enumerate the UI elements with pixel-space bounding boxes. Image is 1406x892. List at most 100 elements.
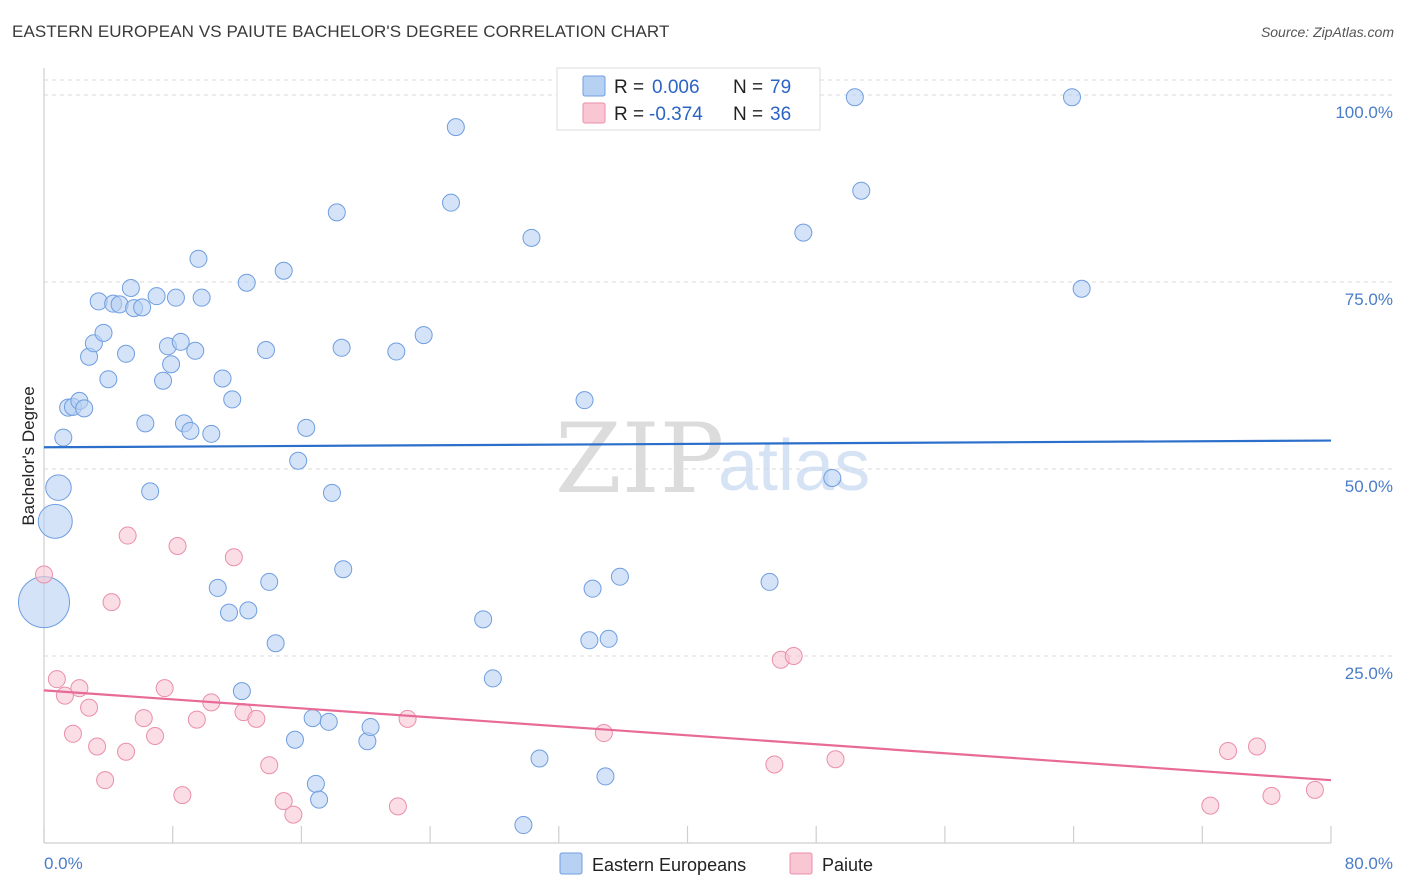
paiute-point: [63, 724, 82, 743]
eastern-europeans-point: [232, 682, 251, 701]
eastern-europeans-point: [332, 338, 351, 357]
paiute-point: [224, 548, 243, 567]
eastern-europeans-point: [446, 118, 465, 137]
eastern-europeans-point: [237, 273, 256, 292]
bottom-legend-swatch-eastern-europeans: [559, 852, 583, 875]
eastern-europeans-point: [303, 709, 322, 728]
eastern-europeans-point: [306, 774, 325, 793]
eastern-europeans-point: [37, 503, 73, 539]
x-tick-label-max: 80.0%: [1345, 854, 1393, 873]
legend-r-label: R =: [614, 77, 644, 98]
paiute-point: [247, 709, 266, 728]
y-axis-label: Bachelor's Degree: [19, 386, 38, 525]
eastern-europeans-point: [583, 579, 602, 598]
y-tick-label: 50.0%: [1345, 477, 1393, 496]
paiute-point: [1219, 741, 1238, 760]
trend-lines: [43, 439, 1332, 782]
paiute-point: [1201, 796, 1220, 815]
y-tick-labels: 25.0% 50.0% 75.0% 100.0%: [1335, 103, 1393, 683]
eastern-europeans-point: [133, 298, 152, 317]
paiute-point: [88, 737, 107, 756]
eastern-europeans-point: [794, 223, 813, 242]
eastern-europeans-point: [474, 610, 493, 629]
bottom-legend-label-eastern-europeans: Eastern Europeans: [592, 855, 746, 875]
eastern-europeans-point: [147, 287, 166, 306]
eastern-europeans-point: [285, 730, 304, 749]
paiute-point: [117, 742, 136, 761]
chart-title: EASTERN EUROPEAN VS PAIUTE BACHELOR'S DE…: [12, 22, 670, 41]
paiute-point: [118, 526, 137, 545]
bottom-legend-label-paiute: Paiute: [822, 855, 873, 875]
series-paiute: [35, 526, 1324, 824]
paiute-point: [274, 792, 293, 811]
eastern-europeans-point: [310, 790, 329, 809]
eastern-europeans-point: [387, 342, 406, 361]
eastern-europeans-point: [297, 418, 316, 437]
eastern-europeans-point: [186, 341, 205, 360]
eastern-europeans-point: [1062, 88, 1081, 107]
paiute-point: [47, 670, 66, 689]
legend-r-label: R =: [614, 104, 644, 125]
eastern-europeans-point: [121, 278, 140, 297]
eastern-europeans-point: [852, 181, 871, 200]
paiute-point: [187, 710, 206, 729]
paiute-trend-line: [43, 689, 1332, 782]
eastern-europeans-point: [823, 468, 842, 487]
eastern-europeans-point: [166, 288, 185, 307]
eastern-europeans-point: [414, 326, 433, 345]
eastern-europeans-point: [220, 603, 239, 622]
paiute-point: [1262, 786, 1281, 805]
eastern-europeans-point: [334, 560, 353, 579]
eastern-europeans-point: [257, 341, 276, 360]
paiute-point: [155, 679, 174, 698]
legend-r-value: -0.374: [649, 104, 703, 125]
eastern-europeans-trend-line: [43, 439, 1332, 449]
eastern-europeans-point: [136, 414, 155, 433]
eastern-europeans-point: [154, 371, 173, 390]
watermark-atlas: atlas: [718, 426, 870, 506]
eastern-europeans-point: [760, 572, 779, 591]
legend-n-label: N =: [733, 104, 763, 125]
paiute-point: [784, 646, 803, 665]
x-ticks: [43, 826, 1332, 843]
eastern-europeans-point: [202, 424, 221, 443]
eastern-europeans-point: [483, 669, 502, 688]
eastern-europeans-point: [171, 332, 190, 351]
legend-n-value: 79: [770, 77, 791, 98]
eastern-europeans-point: [239, 601, 258, 620]
paiute-point: [1305, 780, 1324, 799]
paiute-point: [102, 593, 121, 612]
paiute-point: [388, 797, 407, 816]
paiute-point: [826, 750, 845, 769]
paiute-point: [80, 698, 99, 717]
paiute-point: [96, 771, 115, 790]
eastern-europeans-point: [266, 634, 285, 653]
legend-r-value: 0.006: [652, 77, 700, 98]
paiute-point: [284, 805, 303, 824]
y-tick-label: 75.0%: [1345, 290, 1393, 309]
x-tick-label-min: 0.0%: [44, 854, 83, 873]
paiute-point: [146, 727, 165, 746]
eastern-europeans-point: [274, 261, 293, 280]
legend: R = 0.006 N = 79 R = -0.374 N = 36: [556, 67, 821, 131]
paiute-point: [398, 709, 417, 728]
eastern-europeans-point: [99, 370, 118, 389]
watermark-zip: ZIP: [555, 403, 724, 515]
paiute-point: [594, 724, 613, 743]
series-eastern-europeans: [18, 88, 1091, 835]
paiute-point: [260, 756, 279, 775]
eastern-europeans-point: [189, 249, 208, 268]
paiute-point: [134, 709, 153, 728]
eastern-europeans-point: [1072, 279, 1091, 298]
eastern-europeans-point: [54, 428, 73, 447]
eastern-europeans-point: [18, 576, 70, 629]
paiute-point: [35, 565, 53, 584]
eastern-europeans-point: [514, 816, 533, 835]
y-tick-label: 100.0%: [1335, 103, 1393, 122]
eastern-europeans-point: [361, 718, 380, 737]
eastern-europeans-point: [575, 391, 594, 410]
eastern-europeans-point: [141, 482, 160, 501]
bottom-legend: Eastern Europeans Paiute: [559, 852, 873, 875]
grid-lines: [44, 79, 1395, 657]
bottom-legend-swatch-paiute: [789, 852, 813, 875]
